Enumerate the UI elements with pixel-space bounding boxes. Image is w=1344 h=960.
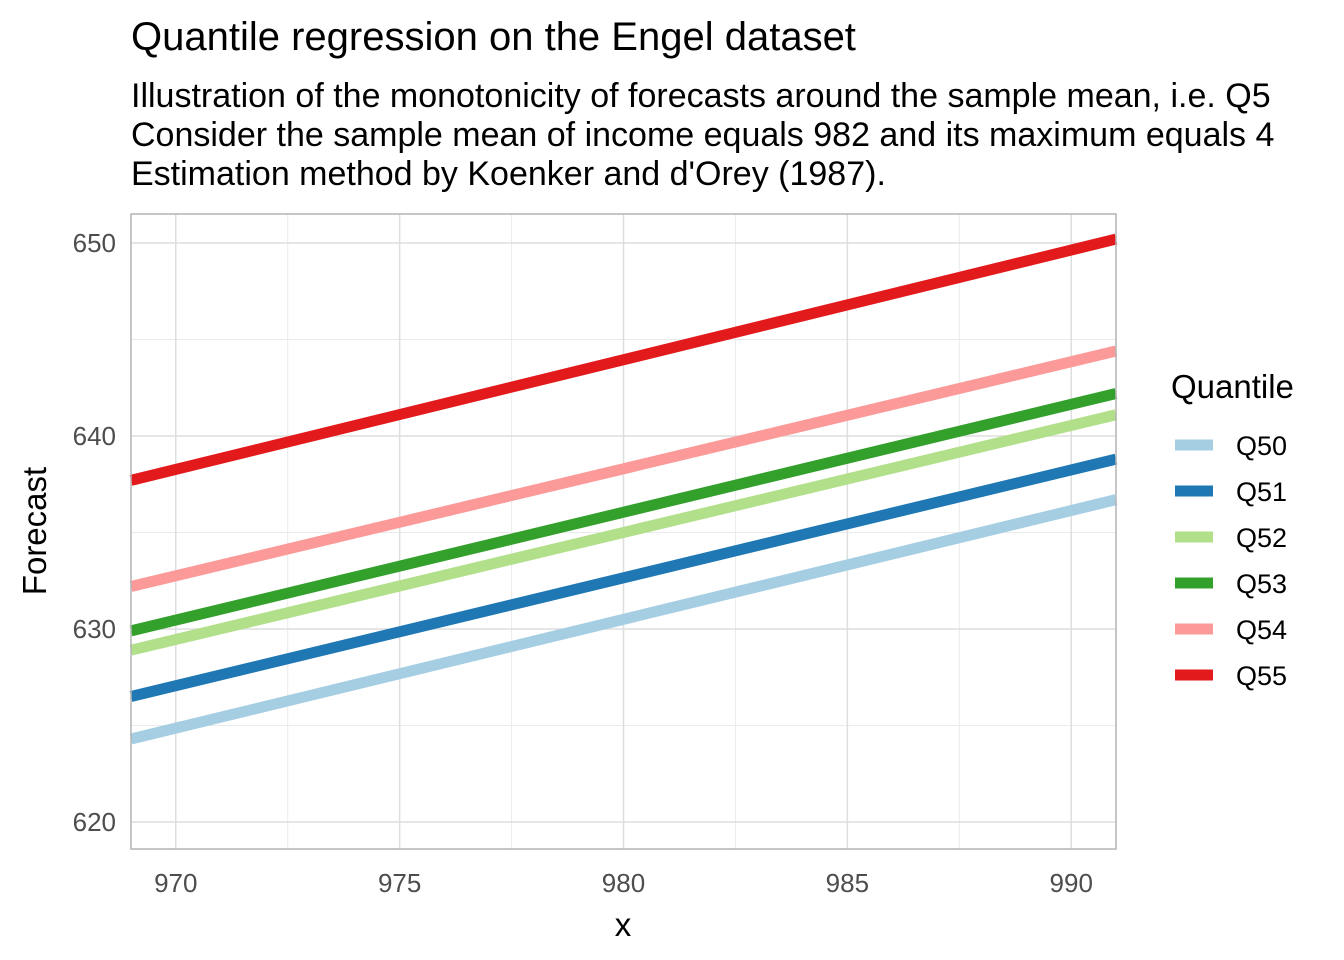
series-line-q53 xyxy=(129,388,1118,637)
chart-title: Quantile regression on the Engel dataset xyxy=(131,15,856,59)
legend-title: Quantile xyxy=(1171,368,1294,405)
y-axis-title: Forecast xyxy=(16,467,53,595)
series-line-q51 xyxy=(129,453,1118,702)
panel-border xyxy=(130,213,1117,850)
y-tick-labels: 620 630 640 650 xyxy=(73,228,116,837)
legend-items: Q50 Q51 Q52 Q53 Q54 Q55 xyxy=(1175,431,1287,691)
y-tick-label: 620 xyxy=(73,807,116,837)
x-tick-label: 975 xyxy=(378,868,421,898)
legend-label-q52: Q52 xyxy=(1236,523,1287,553)
legend-label-q50: Q50 xyxy=(1236,431,1287,461)
legend-label-q54: Q54 xyxy=(1236,615,1287,645)
legend-label-q53: Q53 xyxy=(1236,569,1287,599)
series-lines xyxy=(129,233,1118,745)
chart-subtitle-line-3: Estimation method by Koenker and d'Orey … xyxy=(131,155,886,193)
series-line-q54 xyxy=(129,345,1118,592)
chart-subtitle-line-1: Illustration of the monotonicity of fore… xyxy=(131,77,1271,115)
chart-subtitle-line-2: Consider the sample mean of income equal… xyxy=(131,116,1275,154)
x-axis-title: x xyxy=(615,906,632,943)
legend: Quantile Q50 Q51 Q52 Q53 Q54 Q55 xyxy=(1171,368,1294,691)
series-line-q52 xyxy=(129,409,1118,656)
y-tick-label: 650 xyxy=(73,228,116,258)
x-tick-label: 985 xyxy=(826,868,869,898)
x-tick-label: 980 xyxy=(602,868,645,898)
series-line-q50 xyxy=(129,494,1118,745)
x-tick-label: 970 xyxy=(154,868,197,898)
y-tick-label: 630 xyxy=(73,614,116,644)
legend-label-q51: Q51 xyxy=(1236,477,1287,507)
x-tick-label: 990 xyxy=(1050,868,1093,898)
x-tick-labels: 970 975 980 985 990 xyxy=(154,868,1093,898)
series-line-q55 xyxy=(129,233,1118,486)
y-tick-label: 640 xyxy=(73,421,116,451)
legend-label-q55: Q55 xyxy=(1236,661,1287,691)
